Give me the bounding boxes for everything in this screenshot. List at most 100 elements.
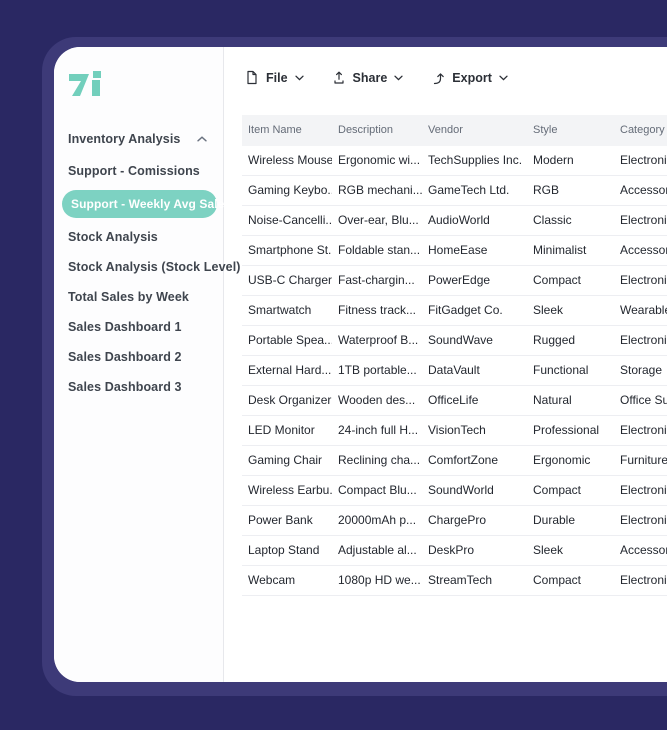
- cell-style: Modern: [527, 144, 614, 176]
- cell-category: Electronics: [614, 505, 667, 536]
- chevron-up-icon: [197, 136, 207, 142]
- cell-style: Durable: [527, 505, 614, 536]
- cell-category: Accessories: [614, 175, 667, 206]
- cell-category: Electronics: [614, 565, 667, 596]
- sidebar-item-label: Sales Dashboard 1: [68, 320, 182, 334]
- sidebar-item-inventory-analysis[interactable]: Inventory Analysis: [54, 124, 223, 154]
- toolbar-button-label: Export: [452, 70, 492, 85]
- sidebar-item-total-sales-by-week[interactable]: Total Sales by Week: [54, 282, 223, 312]
- cell-vendor: SoundWorld: [422, 475, 527, 506]
- cell-description: Foldable stan...: [332, 235, 422, 266]
- cell-description: Fitness track...: [332, 295, 422, 326]
- table-row: Desk Organizer Wooden des... OfficeLife Nat…: [242, 385, 667, 416]
- cell-vendor: GameTech Ltd.: [422, 175, 527, 206]
- cell-style: Compact: [527, 265, 614, 296]
- column-header-category[interactable]: Category: [614, 115, 667, 145]
- cell-category: Accessories: [614, 235, 667, 266]
- table-row: Smartphone St... Foldable stan... HomeEase…: [242, 235, 667, 266]
- cell-vendor: StreamTech: [422, 565, 527, 596]
- sidebar-item-label: Support - Comissions: [68, 164, 200, 178]
- cell-style: Compact: [527, 565, 614, 596]
- table-row: Noise-Cancelli... Over-ear, Blu... AudioWo…: [242, 205, 667, 236]
- cell-vendor: AudioWorld: [422, 205, 527, 236]
- cell-description: Compact Blu...: [332, 475, 422, 506]
- cell-category: Furniture: [614, 445, 667, 476]
- cell-style: Minimalist: [527, 235, 614, 266]
- sidebar-item-label: Total Sales by Week: [68, 290, 189, 304]
- cell-category: Office Supplies: [614, 385, 667, 416]
- cell-style: Functional: [527, 355, 614, 386]
- cell-category: Electronics: [614, 144, 667, 176]
- column-header-item-name[interactable]: Item Name: [242, 115, 332, 145]
- column-header-style[interactable]: Style: [527, 115, 614, 145]
- cell-item-name: Wireless Earbu...: [242, 475, 332, 506]
- chevron-down-icon: [294, 75, 304, 81]
- table-row: LED Monitor 24-inch full H... VisionTech Pr…: [242, 415, 667, 446]
- cell-description: 1TB portable...: [332, 355, 422, 386]
- cell-item-name: Smartwatch: [242, 295, 332, 326]
- cell-vendor: DataVault: [422, 355, 527, 386]
- sidebar-item-sales-dashboard-1[interactable]: Sales Dashboard 1: [54, 312, 223, 342]
- sidebar-item-support-comissions[interactable]: Support - Comissions: [54, 156, 223, 186]
- cell-style: Sleek: [527, 535, 614, 566]
- file-button[interactable]: File: [245, 70, 304, 85]
- share-button[interactable]: Share: [332, 70, 404, 85]
- sidebar: Inventory Analysis Support - Comissions Su…: [54, 47, 240, 682]
- sidebar-item-sales-dashboard-2[interactable]: Sales Dashboard 2: [54, 342, 223, 372]
- cell-item-name: Wireless Mouse: [242, 144, 332, 176]
- export-button[interactable]: Export: [431, 70, 508, 85]
- cell-item-name: USB-C Charger: [242, 265, 332, 296]
- export-icon: [431, 70, 445, 85]
- cell-item-name: Laptop Stand: [242, 535, 332, 566]
- toolbar: File Share Export: [224, 47, 667, 93]
- cell-category: Electronics: [614, 475, 667, 506]
- cell-category: Wearables: [614, 295, 667, 326]
- cell-item-name: External Hard...: [242, 355, 332, 386]
- sidebar-nav: Inventory Analysis Support - Comissions Su…: [54, 124, 240, 402]
- cell-style: Sleek: [527, 295, 614, 326]
- cell-vendor: OfficeLife: [422, 385, 527, 416]
- table-row: Portable Spea... Waterproof B... SoundWave…: [242, 325, 667, 356]
- table-row: Wireless Mouse Ergonomic wi... TechSupplie…: [242, 144, 667, 176]
- cell-description: Fast-chargin...: [332, 265, 422, 296]
- cell-style: Compact: [527, 475, 614, 506]
- cell-item-name: Gaming Keybo...: [242, 175, 332, 206]
- table-row: Webcam 1080p HD we... StreamTech Compact Ele…: [242, 565, 667, 596]
- data-table: Item Name Description Vendor Style Category …: [242, 115, 667, 596]
- toolbar-button-label: Share: [352, 70, 388, 85]
- cell-category: Storage: [614, 355, 667, 386]
- table-header-row: Item Name Description Vendor Style Category: [242, 115, 667, 145]
- sidebar-item-support-weekly-avg-sales[interactable]: Support - Weekly Avg Sales: [62, 190, 231, 218]
- cell-description: RGB mechani...: [332, 175, 422, 206]
- cell-style: Rugged: [527, 325, 614, 356]
- cell-category: Electronics: [614, 265, 667, 296]
- cell-description: 1080p HD we...: [332, 565, 422, 596]
- cell-item-name: Webcam: [242, 565, 332, 596]
- chevron-down-icon: [499, 75, 508, 81]
- column-header-description[interactable]: Description: [332, 115, 422, 145]
- cell-vendor: ComfortZone: [422, 445, 527, 476]
- cell-description: Over-ear, Blu...: [332, 205, 422, 236]
- cell-style: Ergonomic: [527, 445, 614, 476]
- cell-item-name: Portable Spea...: [242, 325, 332, 356]
- cell-vendor: FitGadget Co.: [422, 295, 527, 326]
- file-icon: [245, 70, 259, 85]
- cell-category: Electronics: [614, 415, 667, 446]
- cell-vendor: PowerEdge: [422, 265, 527, 296]
- cell-description: Reclining cha...: [332, 445, 422, 476]
- table-row: External Hard... 1TB portable... DataVault…: [242, 355, 667, 386]
- sidebar-item-stock-analysis[interactable]: Stock Analysis: [54, 222, 223, 252]
- cell-item-name: Smartphone St...: [242, 235, 332, 266]
- app-window: Inventory Analysis Support - Comissions Su…: [54, 47, 667, 682]
- cell-vendor: DeskPro: [422, 535, 527, 566]
- table-row: USB-C Charger Fast-chargin... PowerEdge Com…: [242, 265, 667, 296]
- table-row: Wireless Earbu... Compact Blu... SoundWorl…: [242, 475, 667, 506]
- cell-style: Natural: [527, 385, 614, 416]
- sidebar-item-sales-dashboard-3[interactable]: Sales Dashboard 3: [54, 372, 223, 402]
- toolbar-button-label: File: [266, 70, 288, 85]
- cell-description: Waterproof B...: [332, 325, 422, 356]
- column-header-vendor[interactable]: Vendor: [422, 115, 527, 145]
- sidebar-item-stock-analysis-stock-level[interactable]: Stock Analysis (Stock Level): [54, 252, 240, 282]
- table-body: Wireless Mouse Ergonomic wi... TechSupplie…: [242, 144, 667, 596]
- cell-item-name: Power Bank: [242, 505, 332, 536]
